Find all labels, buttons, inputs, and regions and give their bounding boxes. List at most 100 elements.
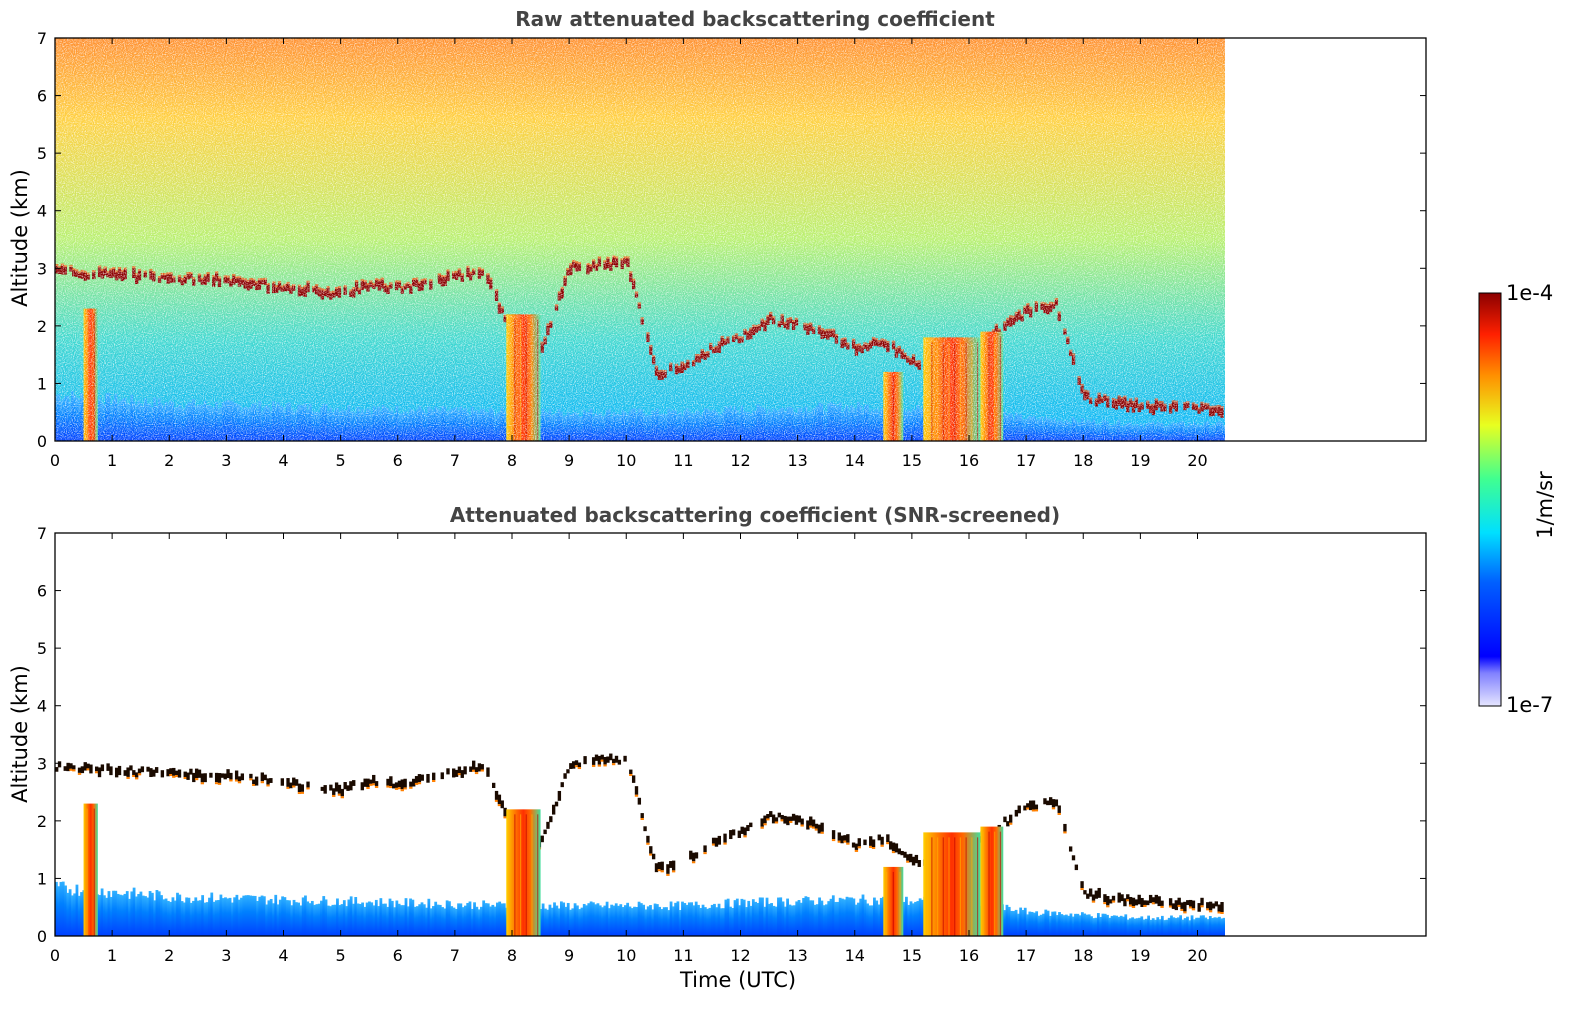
cloud-segment bbox=[611, 758, 616, 764]
boundary-layer-column bbox=[1028, 911, 1032, 936]
x-tick-label: 12 bbox=[730, 451, 750, 470]
boundary-layer-column bbox=[694, 901, 698, 936]
cloud-segment bbox=[1017, 805, 1021, 814]
cloud-segment bbox=[426, 773, 430, 783]
cloud-segment bbox=[409, 781, 413, 787]
boundary-layer-column bbox=[192, 900, 195, 936]
cloud-segment bbox=[1154, 894, 1159, 904]
boundary-layer-column bbox=[779, 897, 783, 936]
cloud-segment bbox=[194, 768, 199, 779]
cloud-edge bbox=[597, 764, 602, 767]
y-tick-label: 1 bbox=[37, 374, 47, 393]
boundary-layer-column bbox=[224, 897, 227, 936]
boundary-layer-column bbox=[125, 891, 129, 936]
boundary-layer-column bbox=[265, 904, 269, 936]
boundary-layer-column bbox=[1101, 913, 1105, 936]
cloud-edge bbox=[1206, 908, 1210, 911]
cloud-segment bbox=[334, 782, 339, 792]
boundary-layer-column bbox=[873, 897, 876, 936]
cloud-segment bbox=[714, 837, 719, 847]
boundary-layer-column bbox=[196, 900, 200, 936]
cloud-edge bbox=[600, 759, 604, 762]
boundary-layer-column bbox=[370, 902, 374, 936]
cloud-segment bbox=[549, 816, 553, 823]
cloud-segment bbox=[146, 766, 150, 772]
cloud-edge bbox=[297, 792, 302, 795]
cloud-segment bbox=[1117, 892, 1121, 903]
boundary-layer-column bbox=[308, 903, 312, 936]
boundary-layer-column bbox=[735, 898, 739, 936]
cloud-segment bbox=[266, 778, 270, 785]
cloud-segment bbox=[794, 815, 799, 825]
cloud-segment bbox=[289, 782, 293, 789]
cloud-segment bbox=[1086, 893, 1090, 899]
boundary-layer-column bbox=[114, 890, 118, 936]
boundary-layer-column bbox=[486, 903, 490, 936]
boundary-layer-column bbox=[297, 902, 300, 936]
boundary-layer-column bbox=[404, 898, 408, 936]
boundary-layer-column bbox=[452, 907, 456, 936]
y-tick-label: 2 bbox=[37, 812, 47, 831]
boundary-layer-column bbox=[909, 901, 913, 936]
x-tick-label: 7 bbox=[450, 946, 460, 965]
boundary-layer-column bbox=[57, 886, 61, 936]
boundary-layer-column bbox=[260, 895, 264, 936]
boundary-layer-column bbox=[1085, 914, 1089, 936]
boundary-layer-column bbox=[857, 902, 860, 936]
boundary-layer-column bbox=[875, 900, 879, 936]
boundary-layer-column bbox=[372, 905, 376, 936]
boundary-layer-column bbox=[134, 896, 138, 936]
boundary-layer-column bbox=[198, 900, 202, 936]
boundary-layer-column bbox=[539, 908, 543, 936]
boundary-layer-column bbox=[603, 905, 607, 936]
boundary-layer-column bbox=[406, 906, 410, 936]
boundary-layer-column bbox=[550, 907, 554, 936]
cloud-segment bbox=[57, 761, 62, 768]
cloud-segment bbox=[737, 830, 741, 838]
cloud-segment bbox=[811, 819, 816, 827]
cloud-segment bbox=[843, 835, 847, 841]
x-tick-label: 14 bbox=[845, 946, 865, 965]
boundary-layer-column bbox=[278, 899, 282, 936]
boundary-layer-column bbox=[386, 906, 390, 936]
boundary-layer-column bbox=[164, 898, 168, 936]
cloud-edge bbox=[1026, 807, 1030, 810]
cloud-segment bbox=[229, 772, 233, 780]
boundary-layer-column bbox=[722, 908, 726, 936]
boundary-layer-column bbox=[1176, 917, 1180, 936]
boundary-layer-column bbox=[1183, 918, 1187, 936]
boundary-layer-column bbox=[1023, 907, 1027, 936]
boundary-layer-column bbox=[365, 902, 369, 936]
cloud-segment bbox=[774, 817, 779, 822]
boundary-layer-column bbox=[402, 905, 406, 936]
boundary-layer-column bbox=[1172, 917, 1176, 936]
cloud-segment bbox=[1177, 897, 1181, 905]
cloud-edge bbox=[854, 849, 859, 852]
boundary-layer-column bbox=[1142, 919, 1146, 936]
cloud-segment bbox=[340, 788, 344, 797]
cloud-segment bbox=[1057, 805, 1061, 813]
boundary-layer-column bbox=[1030, 911, 1034, 936]
boundary-layer-column bbox=[105, 897, 109, 936]
boundary-layer-column bbox=[253, 895, 257, 936]
boundary-layer-column bbox=[1032, 912, 1036, 936]
cloud-segment bbox=[731, 829, 736, 836]
boundary-layer-column bbox=[1060, 914, 1064, 936]
boundary-layer-column bbox=[418, 904, 422, 936]
boundary-layer-column bbox=[683, 903, 687, 936]
cloud-segment bbox=[372, 774, 376, 784]
x-tick-label: 6 bbox=[393, 451, 403, 470]
boundary-layer-column bbox=[166, 900, 170, 936]
cloud-segment bbox=[809, 816, 813, 826]
boundary-layer-column bbox=[582, 903, 586, 936]
cloud-segment bbox=[877, 834, 881, 841]
cloud-segment bbox=[1168, 898, 1173, 906]
boundary-layer-column bbox=[235, 894, 239, 936]
boundary-layer-column bbox=[658, 906, 662, 936]
boundary-layer-column bbox=[1206, 919, 1210, 936]
cloud-segment bbox=[117, 765, 122, 776]
cloud-segment bbox=[386, 778, 390, 786]
boundary-layer-column bbox=[619, 904, 623, 936]
boundary-layer-column bbox=[496, 902, 499, 936]
cloud-segment bbox=[1140, 897, 1144, 907]
